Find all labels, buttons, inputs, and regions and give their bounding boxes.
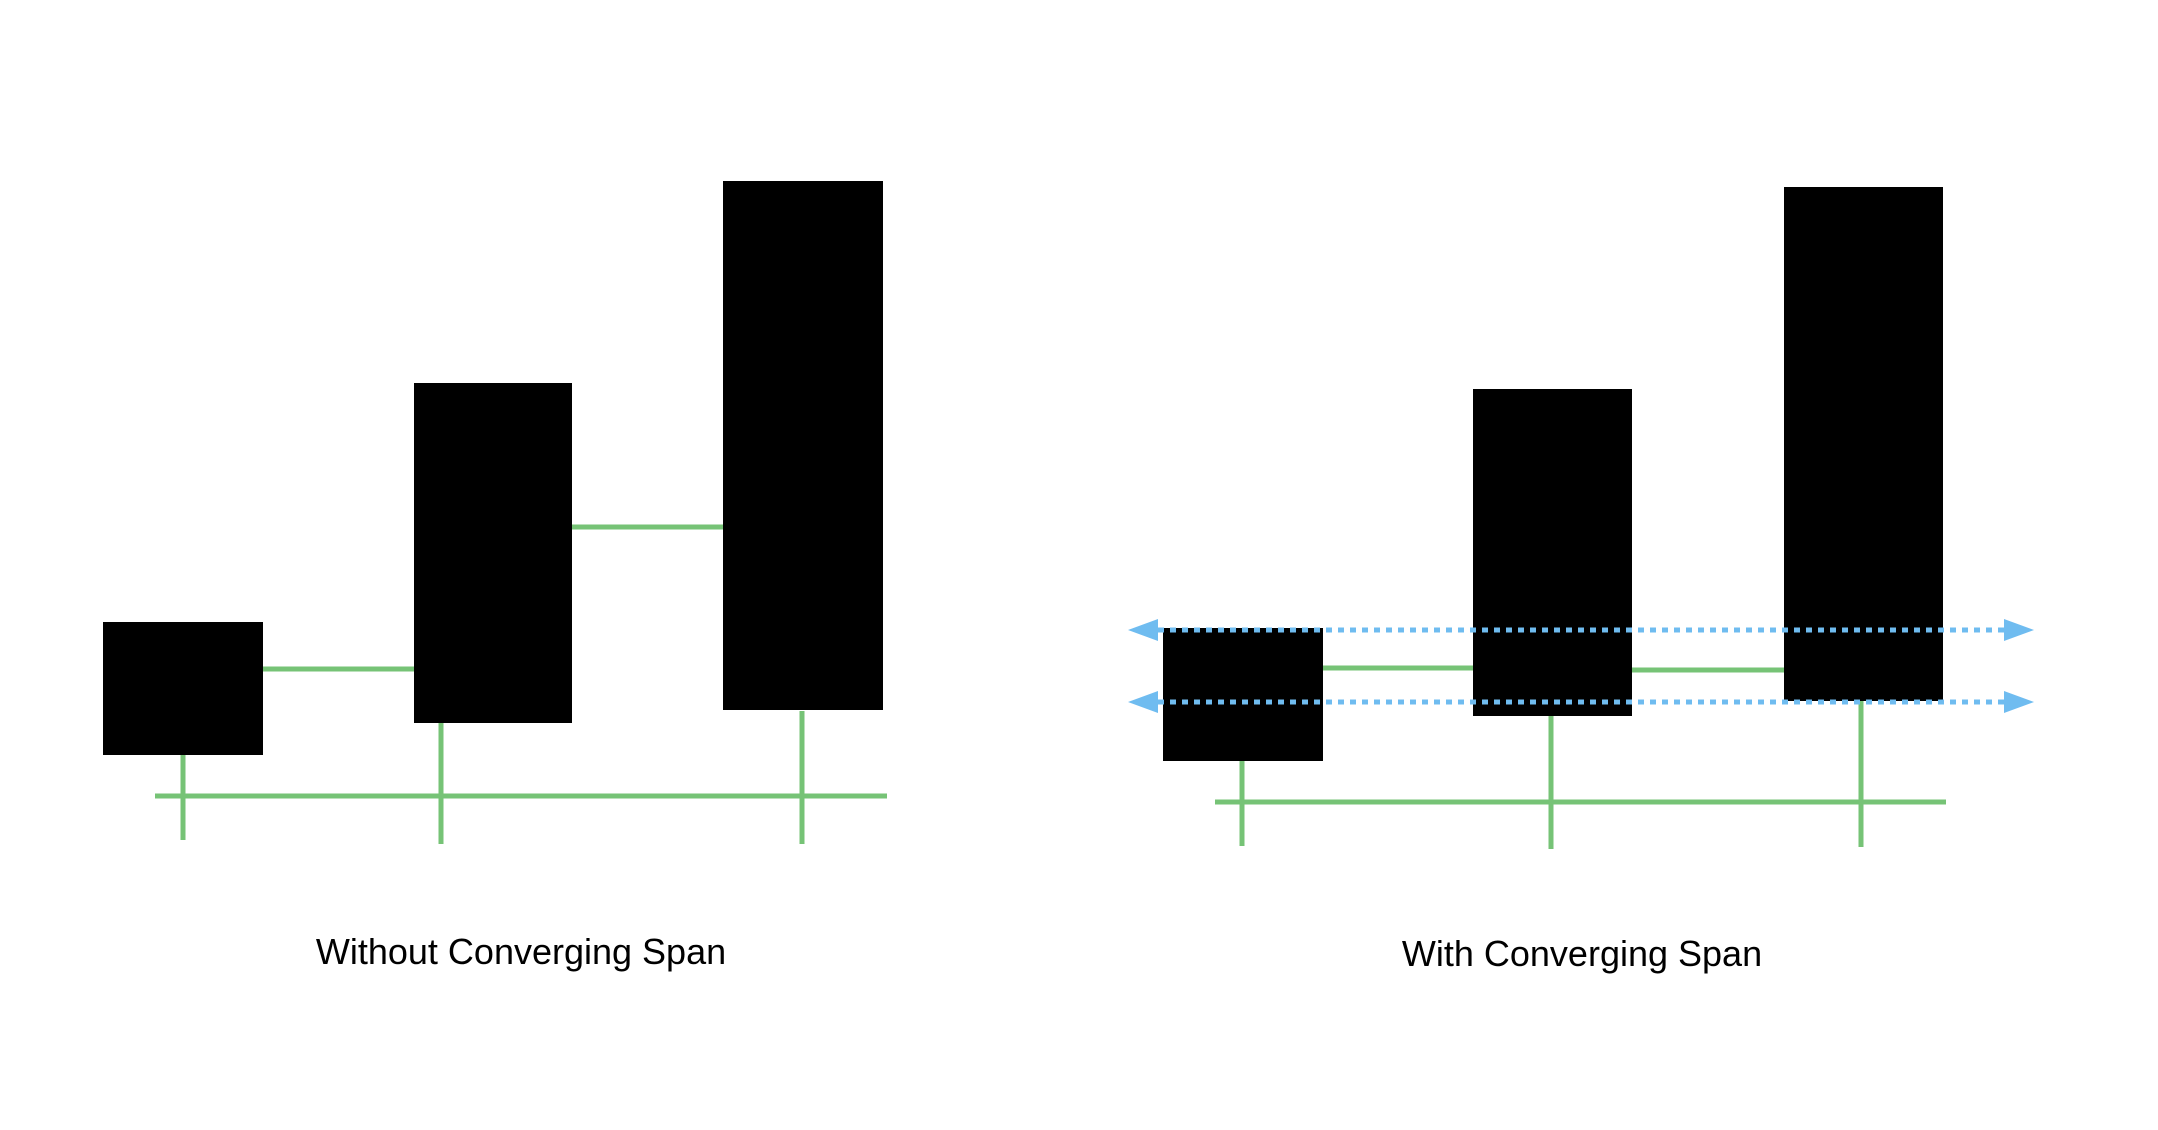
block-tall xyxy=(723,181,883,710)
baseline-guides xyxy=(155,524,887,844)
converging-span-guides xyxy=(1128,619,2034,713)
span-arrow-lower xyxy=(1128,691,2034,713)
arrowhead-left-icon xyxy=(1128,619,1158,641)
blocks xyxy=(103,181,883,755)
caption-with: With Converging Span xyxy=(1402,933,1762,974)
arrowhead-left-icon xyxy=(1128,691,1158,713)
block-tall xyxy=(1784,187,1943,701)
arrowhead-right-icon xyxy=(2004,691,2034,713)
block-small xyxy=(103,622,263,755)
baseline-guides xyxy=(1215,665,1946,849)
blocks xyxy=(1163,187,1943,761)
panel-with-converging-span: With Converging Span xyxy=(1128,187,2034,974)
panel-without-converging-span: Without Converging Span xyxy=(103,181,887,972)
arrowhead-right-icon xyxy=(2004,619,2034,641)
block-medium xyxy=(1473,389,1632,716)
span-arrow-upper xyxy=(1128,619,2034,641)
block-medium xyxy=(414,383,572,723)
block-small xyxy=(1163,628,1323,761)
caption-without: Without Converging Span xyxy=(316,931,726,972)
